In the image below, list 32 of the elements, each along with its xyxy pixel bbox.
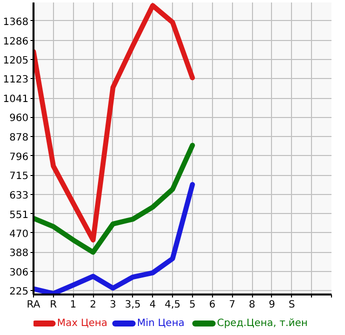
y-tick-label: 1123 — [3, 74, 29, 86]
y-tick-label: 306 — [9, 268, 29, 279]
y-tick-label: 1041 — [3, 94, 29, 106]
x-tick-label: RA — [26, 300, 40, 310]
y-tick-label: 1205 — [3, 55, 29, 66]
y-tick-label: 796 — [9, 152, 29, 163]
x-tick-label: 5 — [189, 300, 196, 310]
x-tick-label: 4,5 — [164, 300, 181, 310]
y-tick-label: 1368 — [3, 16, 29, 28]
legend-label: Min Цена — [136, 318, 184, 329]
y-tick-label: 470 — [9, 228, 29, 240]
legend-label: Max Цена — [56, 318, 108, 329]
x-tick-label: R — [50, 300, 57, 310]
x-tick-label: 6 — [209, 300, 216, 310]
y-tick-label: 225 — [9, 286, 29, 298]
y-tick-label: 960 — [9, 113, 29, 124]
x-tick-label: 3 — [110, 300, 116, 310]
x-tick-label: S — [288, 300, 295, 310]
y-tick-label: 633 — [9, 190, 29, 202]
y-tick-label: 878 — [9, 132, 29, 144]
x-tick-label: 2 — [90, 300, 96, 310]
y-tick-label: 388 — [9, 248, 29, 260]
y-tick-label: 715 — [9, 171, 29, 182]
y-tick-label: 551 — [9, 210, 29, 221]
x-tick-label: 9 — [268, 300, 276, 310]
x-tick-label: 7 — [228, 300, 236, 310]
x-tick-label: 4 — [150, 300, 156, 310]
x-tick-label: 3,5 — [124, 300, 141, 310]
x-tick-label: 8 — [248, 300, 256, 310]
legend-label: Сред.Цена, т.йен — [216, 318, 308, 329]
y-tick-label: 1286 — [3, 36, 29, 48]
x-tick-label: 1 — [70, 300, 76, 310]
